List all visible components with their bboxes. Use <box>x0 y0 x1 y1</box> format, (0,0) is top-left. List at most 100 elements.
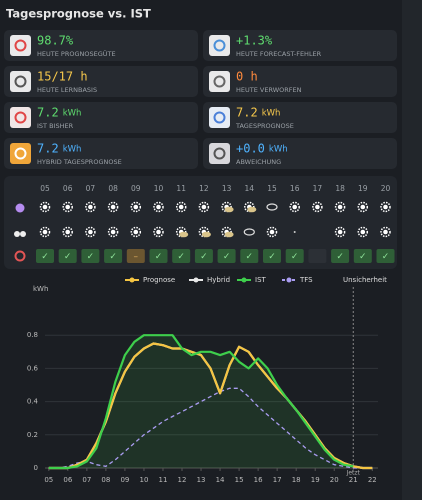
dot-icon <box>293 231 296 233</box>
x-tick-label: 11 <box>159 476 168 484</box>
sun-core <box>292 204 298 210</box>
status-box <box>217 249 236 263</box>
sun-core <box>201 204 207 210</box>
tile-icon-glyph <box>213 75 226 88</box>
sun-icon <box>62 201 73 213</box>
now-label: Jetzt <box>346 470 361 477</box>
cloud-icon <box>179 231 189 238</box>
status-label: ✓ <box>177 252 185 262</box>
tile <box>4 138 198 169</box>
hour-label: 20 <box>381 184 391 193</box>
hour-label: 12 <box>199 184 209 193</box>
sun-core <box>337 229 343 235</box>
sun-core <box>315 204 320 210</box>
row-icon <box>15 203 25 213</box>
hour-label: 09 <box>131 184 141 193</box>
status-box <box>104 249 123 263</box>
sun-core <box>360 229 366 235</box>
row-icon <box>14 231 20 237</box>
status-box <box>308 249 327 263</box>
legend-label: Prognose <box>143 276 175 284</box>
tile-label: TAGESPROGNOSE <box>235 122 294 130</box>
x-tick-label: 20 <box>330 476 339 484</box>
tile-unit: kWh <box>63 109 82 119</box>
cloud-icon <box>224 206 234 213</box>
hour-label: 06 <box>63 184 73 193</box>
status-label: ✓ <box>359 252 367 262</box>
tile-icon <box>10 107 31 128</box>
x-tick-label: 21 <box>349 476 358 484</box>
x-tick-label: 22 <box>368 476 377 484</box>
status-label: ✓ <box>223 252 231 262</box>
tile-unit: kWh <box>269 145 288 155</box>
tile-label: HEUTE VERWORFEN <box>236 86 302 94</box>
tile-value: 0 h <box>236 70 258 84</box>
x-tick-label: 05 <box>44 476 53 484</box>
y-tick-label: 0.4 <box>27 398 39 406</box>
sun-icon <box>107 201 119 213</box>
hour-label: 07 <box>86 184 96 193</box>
status-label: ✓ <box>291 252 299 262</box>
hour-label: 11 <box>176 184 186 193</box>
hourly-panel <box>4 176 397 269</box>
x-tick-label: 15 <box>235 476 244 484</box>
sun-core <box>42 204 48 210</box>
sun-icon <box>39 226 51 238</box>
sun-core <box>65 204 70 210</box>
status-box <box>285 249 304 263</box>
tile <box>203 30 397 61</box>
sun-icon <box>39 201 51 213</box>
hour-label: 08 <box>108 184 118 193</box>
sun-icon <box>334 226 346 238</box>
tile-icon-glyph <box>213 147 226 160</box>
tile-icon <box>209 35 230 56</box>
sun-icon <box>153 201 164 213</box>
legend-label: IST <box>255 276 267 284</box>
cloud-icon <box>247 206 257 213</box>
sun-core <box>360 204 366 210</box>
sun-core <box>156 204 161 210</box>
page-title: Tagesprognose vs. IST <box>6 7 151 21</box>
tile-label: HYBRID TAGESPROGNOSE <box>37 158 122 166</box>
tile <box>4 102 198 133</box>
sun-icon <box>85 201 96 213</box>
x-tick-label: 07 <box>82 476 91 484</box>
status-label: ✓ <box>268 252 276 262</box>
tile-label: HEUTE PROGNOSEGÜTE <box>37 49 116 58</box>
sun-icon <box>334 201 346 213</box>
legend-label: Unsicherheit <box>343 276 387 284</box>
sun-core <box>110 229 116 235</box>
tile-value: 7.2 <box>37 142 59 156</box>
sun-icon <box>153 226 164 238</box>
tile <box>203 66 397 97</box>
tile-icon-glyph <box>213 39 226 52</box>
hour-label: 18 <box>335 184 345 193</box>
tile-value: +1.3% <box>236 34 273 48</box>
x-tick-label: 16 <box>254 476 263 484</box>
x-tick-label: 13 <box>197 476 206 484</box>
tile-unit: kWh <box>63 145 82 155</box>
sun-icon <box>357 226 369 238</box>
status-box <box>149 249 168 263</box>
status-box <box>353 249 372 263</box>
cloud-icon <box>201 231 211 238</box>
tile-value: 7.2 <box>236 106 258 120</box>
sun-icon <box>380 226 391 238</box>
sun-icon <box>312 201 323 213</box>
status-box <box>58 249 77 263</box>
hour-label: 16 <box>290 184 300 193</box>
sun-core <box>65 229 70 235</box>
tile <box>203 102 397 133</box>
tile-label: HEUTE FORECAST-FEHLER <box>236 50 322 58</box>
status-box <box>240 249 259 263</box>
sun-core <box>383 204 388 210</box>
series-line <box>48 334 354 470</box>
tile-icon <box>209 143 230 164</box>
tile-unit: kWh <box>262 109 281 119</box>
hour-label: 17 <box>313 184 323 193</box>
tile-icon-glyph <box>213 111 226 124</box>
status-box <box>331 249 350 263</box>
sun-icon <box>266 226 278 238</box>
